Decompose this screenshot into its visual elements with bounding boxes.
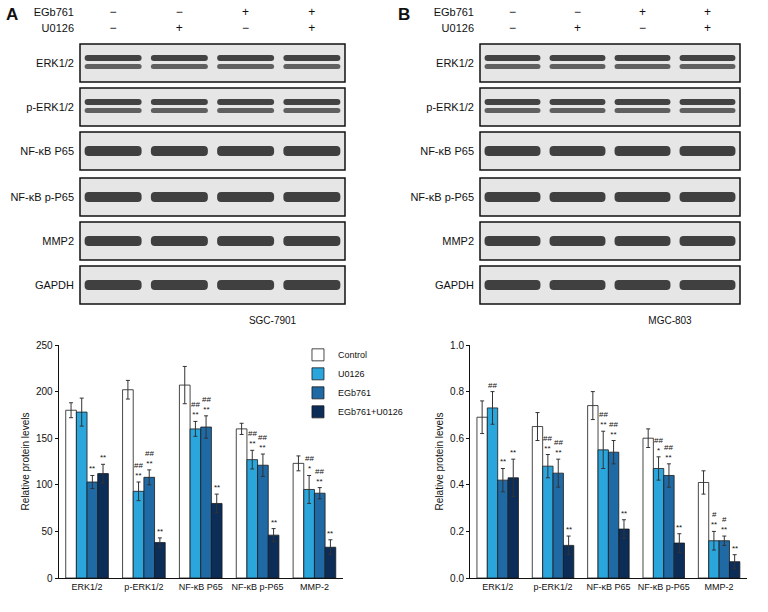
svg-text:##**: ##** (315, 467, 324, 486)
svg-text:NF-κB P65: NF-κB P65 (179, 582, 223, 592)
svg-text:−: − (639, 21, 646, 35)
svg-text:EGb761: EGb761 (338, 388, 371, 398)
svg-text:p-ERK1/2: p-ERK1/2 (124, 582, 163, 592)
svg-text:B: B (398, 5, 410, 24)
svg-text:**: ** (327, 529, 333, 538)
svg-text:NF-κB P65: NF-κB P65 (20, 145, 74, 157)
svg-text:ERK1/2: ERK1/2 (482, 582, 513, 592)
svg-text:p-ERK1/2: p-ERK1/2 (26, 101, 74, 113)
svg-text:##: ## (488, 381, 497, 390)
svg-text:+: + (639, 5, 646, 19)
svg-text:**: ** (732, 544, 738, 553)
svg-text:##**: ##** (258, 433, 267, 452)
svg-text:+: + (308, 5, 315, 19)
svg-text:−: − (242, 21, 249, 35)
svg-text:**: ** (157, 527, 163, 536)
svg-text:U0126: U0126 (338, 369, 365, 379)
svg-text:0.6: 0.6 (450, 433, 464, 444)
svg-text:1.0: 1.0 (450, 340, 464, 351)
svg-text:MMP2: MMP2 (442, 235, 474, 247)
svg-text:#**: #** (711, 510, 717, 529)
svg-text:+: + (704, 21, 711, 35)
svg-text:GAPDH: GAPDH (435, 279, 474, 291)
svg-text:0: 0 (47, 573, 53, 584)
svg-text:−: − (176, 5, 183, 19)
svg-text:GAPDH: GAPDH (35, 279, 74, 291)
svg-text:−: − (574, 5, 581, 19)
svg-text:**: ** (676, 523, 682, 532)
svg-text:+: + (704, 5, 711, 19)
svg-text:##**: ##** (145, 449, 154, 468)
svg-text:NF-κB p-P65: NF-κB p-P65 (10, 191, 74, 203)
svg-text:+: + (242, 5, 249, 19)
svg-text:−: − (110, 21, 117, 35)
svg-text:**: ** (500, 457, 506, 466)
svg-text:0.4: 0.4 (450, 479, 464, 490)
svg-text:##**: ##** (134, 461, 143, 480)
svg-text:NF-κB P65: NF-κB P65 (586, 582, 630, 592)
svg-text:U0126: U0126 (42, 22, 74, 34)
svg-text:200: 200 (36, 386, 53, 397)
svg-text:ERK1/2: ERK1/2 (436, 57, 474, 69)
svg-text:##**: ##** (202, 395, 211, 414)
svg-text:EGb761: EGb761 (434, 6, 474, 18)
svg-text:−: − (509, 21, 516, 35)
svg-text:MMP-2: MMP-2 (705, 582, 734, 592)
svg-text:**: ** (566, 525, 572, 534)
svg-text:##**: ##** (664, 443, 673, 462)
svg-text:NF-κB P65: NF-κB P65 (420, 145, 474, 157)
svg-text:NF-κB p-P65: NF-κB p-P65 (410, 191, 474, 203)
svg-text:##**: ##** (554, 438, 563, 457)
svg-text:ERK1/2: ERK1/2 (36, 57, 74, 69)
svg-text:+: + (308, 21, 315, 35)
svg-text:SGC-7901: SGC-7901 (249, 315, 297, 326)
svg-text:##**: ##** (543, 434, 552, 453)
svg-text:EGb761+U0126: EGb761+U0126 (338, 407, 403, 417)
svg-text:MMP2: MMP2 (42, 235, 74, 247)
svg-text:U0126: U0126 (442, 22, 474, 34)
svg-text:**: ** (271, 518, 277, 527)
svg-text:**: ** (510, 448, 516, 457)
svg-text:##**: ##** (248, 429, 257, 448)
svg-text:**: ** (621, 509, 627, 518)
svg-text:**: ** (100, 453, 106, 462)
svg-text:p-ERK1/2: p-ERK1/2 (534, 582, 573, 592)
svg-text:A: A (6, 5, 18, 24)
svg-text:100: 100 (36, 479, 53, 490)
svg-text:##**: ##** (599, 410, 608, 429)
svg-text:##**: ##** (609, 420, 618, 439)
svg-text:MMP-2: MMP-2 (300, 582, 329, 592)
svg-text:−: − (509, 5, 516, 19)
svg-text:#**: #** (721, 515, 727, 534)
svg-text:−: − (110, 5, 117, 19)
svg-text:##*: ##* (305, 454, 314, 473)
svg-text:NF-κB p-P65: NF-κB p-P65 (638, 582, 690, 592)
svg-text:250: 250 (36, 340, 53, 351)
svg-text:Relative protein levels: Relative protein levels (20, 413, 31, 511)
svg-text:ERK1/2: ERK1/2 (72, 582, 103, 592)
svg-text:**: ** (214, 483, 220, 492)
svg-text:MGC-803: MGC-803 (648, 315, 692, 326)
svg-text:Control: Control (338, 350, 367, 360)
svg-text:EGb761: EGb761 (34, 6, 74, 18)
svg-text:##**: ##** (191, 400, 200, 419)
svg-text:0.2: 0.2 (450, 526, 464, 537)
svg-text:0.8: 0.8 (450, 386, 464, 397)
svg-text:##*: ##* (654, 436, 663, 455)
svg-text:+: + (176, 21, 183, 35)
svg-text:50: 50 (41, 526, 53, 537)
svg-text:Relative protein levels: Relative protein levels (434, 413, 445, 511)
svg-text:**: ** (89, 464, 95, 473)
svg-text:0.0: 0.0 (450, 573, 464, 584)
svg-text:150: 150 (36, 433, 53, 444)
svg-text:+: + (574, 21, 581, 35)
svg-text:p-ERK1/2: p-ERK1/2 (426, 101, 474, 113)
svg-text:NF-κB p-P65: NF-κB p-P65 (232, 582, 284, 592)
